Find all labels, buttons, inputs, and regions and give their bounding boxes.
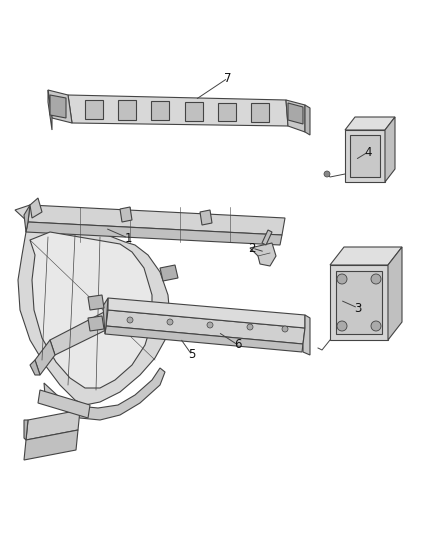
- Polygon shape: [200, 210, 212, 225]
- Circle shape: [371, 274, 381, 284]
- Polygon shape: [118, 100, 136, 120]
- Text: 6: 6: [234, 338, 242, 351]
- Polygon shape: [184, 102, 202, 121]
- Polygon shape: [288, 103, 303, 124]
- Polygon shape: [35, 340, 55, 375]
- Polygon shape: [262, 230, 272, 245]
- Polygon shape: [152, 101, 170, 120]
- Circle shape: [371, 321, 381, 331]
- Text: 3: 3: [354, 302, 362, 314]
- Polygon shape: [160, 265, 178, 281]
- Polygon shape: [250, 243, 276, 266]
- Text: 5: 5: [188, 349, 196, 361]
- Polygon shape: [108, 298, 305, 328]
- Polygon shape: [385, 117, 395, 182]
- Polygon shape: [26, 410, 80, 440]
- Polygon shape: [88, 316, 104, 331]
- Polygon shape: [26, 222, 282, 245]
- Polygon shape: [44, 368, 165, 420]
- Polygon shape: [251, 103, 269, 122]
- Polygon shape: [330, 265, 388, 340]
- Circle shape: [324, 171, 330, 177]
- Polygon shape: [30, 198, 42, 218]
- Polygon shape: [106, 310, 305, 344]
- Circle shape: [282, 326, 288, 332]
- Text: 2: 2: [248, 241, 256, 254]
- Polygon shape: [345, 117, 395, 130]
- Polygon shape: [30, 360, 40, 375]
- Polygon shape: [68, 95, 288, 126]
- Polygon shape: [30, 232, 152, 388]
- Polygon shape: [305, 105, 310, 135]
- Circle shape: [337, 321, 347, 331]
- Polygon shape: [50, 310, 110, 355]
- Polygon shape: [15, 205, 170, 405]
- Polygon shape: [50, 95, 66, 118]
- Circle shape: [247, 324, 253, 330]
- Polygon shape: [85, 100, 103, 119]
- Polygon shape: [24, 205, 30, 232]
- Polygon shape: [336, 271, 382, 334]
- Polygon shape: [330, 247, 402, 265]
- Polygon shape: [218, 103, 236, 121]
- Text: 1: 1: [124, 231, 132, 245]
- Polygon shape: [388, 247, 402, 340]
- Circle shape: [207, 322, 213, 328]
- Polygon shape: [24, 430, 78, 460]
- Circle shape: [127, 317, 133, 323]
- Polygon shape: [48, 90, 72, 123]
- Polygon shape: [24, 420, 28, 440]
- Polygon shape: [105, 326, 303, 352]
- Polygon shape: [103, 298, 108, 334]
- Polygon shape: [88, 295, 104, 310]
- Polygon shape: [120, 207, 132, 222]
- Circle shape: [167, 319, 173, 325]
- Circle shape: [337, 274, 347, 284]
- Polygon shape: [350, 135, 380, 177]
- Polygon shape: [345, 130, 385, 182]
- Text: 7: 7: [224, 71, 232, 85]
- Polygon shape: [28, 205, 285, 235]
- Text: 4: 4: [364, 146, 372, 158]
- Polygon shape: [48, 90, 52, 130]
- Polygon shape: [286, 100, 305, 132]
- Polygon shape: [303, 315, 310, 355]
- Polygon shape: [38, 390, 90, 418]
